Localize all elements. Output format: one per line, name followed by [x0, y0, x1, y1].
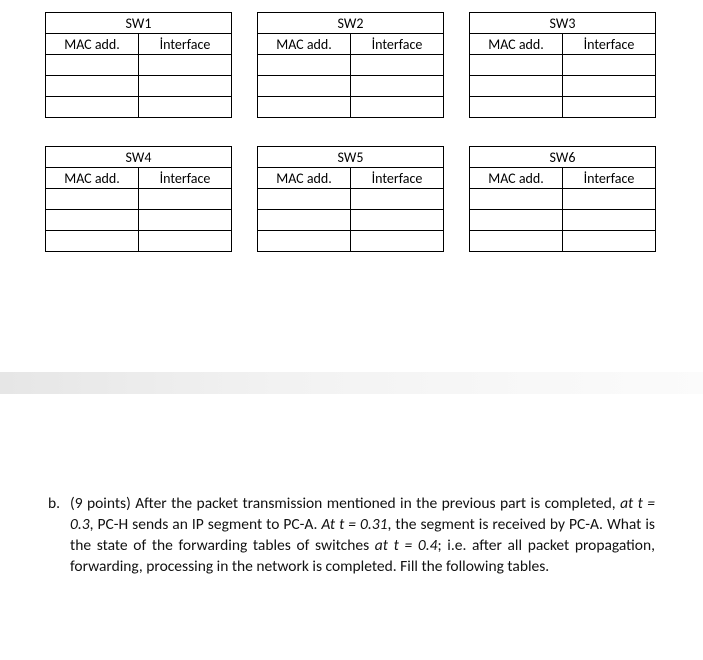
q-text-frag: After the packet transmission mentioned … [135, 494, 620, 513]
cell-empty [258, 231, 351, 252]
col-header-mac: MAC add. [258, 168, 351, 189]
question-text: (9 points) After the packet transmission… [70, 494, 655, 578]
table-sw1-title: SW1 [46, 13, 232, 34]
col-header-mac: MAC add. [46, 34, 139, 55]
q-time-2: At t = 0.31 [321, 515, 387, 534]
table-sw6-title: SW6 [470, 147, 656, 168]
separator-gradient [0, 372, 703, 394]
cell-empty [258, 76, 351, 97]
cell-empty [139, 189, 232, 210]
cell-empty [46, 55, 139, 76]
page-root: SW1 MAC add. İnterface SW2 MAC add. İnte… [0, 0, 703, 598]
cell-empty [258, 97, 351, 118]
table-sw5-title: SW5 [258, 147, 444, 168]
table-sw1: SW1 MAC add. İnterface [45, 12, 232, 118]
cell-empty [139, 231, 232, 252]
col-header-mac: MAC add. [470, 34, 563, 55]
col-header-interface: İnterface [563, 168, 656, 189]
col-header-mac: MAC add. [470, 168, 563, 189]
question-b: b. (9 points) After the packet transmiss… [0, 394, 703, 598]
col-header-mac: MAC add. [258, 34, 351, 55]
question-marker: b. [48, 494, 70, 515]
col-header-interface: İnterface [139, 168, 232, 189]
table-sw2: SW2 MAC add. İnterface [257, 12, 444, 118]
q-time-3: at t = 0.4 [375, 536, 438, 555]
cell-empty [139, 55, 232, 76]
cell-empty [351, 55, 444, 76]
cell-empty [351, 76, 444, 97]
q-text-frag: , PC-H sends an IP segment to PC-A. [90, 515, 322, 534]
cell-empty [351, 97, 444, 118]
cell-empty [46, 76, 139, 97]
cell-empty [139, 76, 232, 97]
cell-empty [139, 210, 232, 231]
cell-empty [563, 76, 656, 97]
cell-empty [258, 189, 351, 210]
cell-empty [563, 210, 656, 231]
cell-empty [563, 189, 656, 210]
points-label: (9 points) [70, 494, 135, 513]
cell-empty [351, 210, 444, 231]
cell-empty [46, 231, 139, 252]
cell-empty [470, 76, 563, 97]
cell-empty [351, 189, 444, 210]
cell-empty [470, 231, 563, 252]
cell-empty [470, 210, 563, 231]
col-header-interface: İnterface [351, 168, 444, 189]
cell-empty [563, 55, 656, 76]
table-sw4-title: SW4 [46, 147, 232, 168]
col-header-mac: MAC add. [46, 168, 139, 189]
cell-empty [46, 97, 139, 118]
table-sw2-title: SW2 [258, 13, 444, 34]
col-header-interface: İnterface [563, 34, 656, 55]
cell-empty [258, 55, 351, 76]
switch-tables-grid: SW1 MAC add. İnterface SW2 MAC add. İnte… [0, 12, 703, 252]
cell-empty [470, 55, 563, 76]
table-sw3: SW3 MAC add. İnterface [469, 12, 656, 118]
table-sw3-title: SW3 [470, 13, 656, 34]
cell-empty [563, 97, 656, 118]
table-sw4: SW4 MAC add. İnterface [45, 146, 232, 252]
cell-empty [563, 231, 656, 252]
cell-empty [258, 210, 351, 231]
cell-empty [470, 97, 563, 118]
cell-empty [470, 189, 563, 210]
cell-empty [46, 210, 139, 231]
cell-empty [46, 189, 139, 210]
table-sw5: SW5 MAC add. İnterface [257, 146, 444, 252]
cell-empty [139, 97, 232, 118]
table-sw6: SW6 MAC add. İnterface [469, 146, 656, 252]
cell-empty [351, 231, 444, 252]
col-header-interface: İnterface [139, 34, 232, 55]
col-header-interface: İnterface [351, 34, 444, 55]
